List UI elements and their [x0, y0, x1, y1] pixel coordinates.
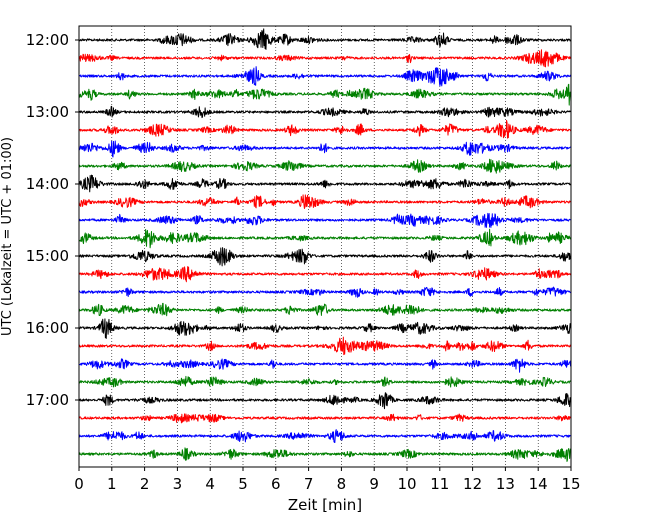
x-tick-label-2: 2 [140, 475, 150, 493]
trace-line-1630 [78, 358, 572, 373]
x-tick-label-7: 7 [304, 475, 314, 493]
y-axis-ticks: 12:00 13:00 14:00 15:00 16:00 17:00 [26, 31, 79, 409]
x-tick-label-3: 3 [173, 475, 183, 493]
trace-line-1515 [78, 266, 572, 283]
trace-line-1430 [78, 212, 572, 228]
trace-line-1745 [78, 447, 572, 462]
x-tick-label-14: 14 [529, 475, 548, 493]
trace-line-1500 [78, 247, 572, 267]
x-tick-label-8: 8 [337, 475, 347, 493]
trace-line-1415 [78, 194, 572, 209]
trace-line-1600 [78, 318, 572, 339]
x-tick-label-10: 10 [397, 475, 416, 493]
trace-line-1200 [78, 28, 572, 50]
y-tick-label-2: 14:00 [26, 175, 69, 193]
x-axis-ticks: 0 1 2 3 4 5 6 7 8 9 10 11 12 13 14 15 [74, 467, 581, 493]
trace-line-1330 [78, 140, 572, 158]
y-axis-label: UTC (Lokalzeit = UTC + 01:00) [0, 137, 15, 336]
trace-line-1230 [78, 66, 572, 87]
trace-line-1400 [78, 174, 572, 193]
trace-line-1245 [78, 83, 572, 106]
trace-line-1315 [78, 119, 572, 139]
x-tick-label-12: 12 [463, 475, 482, 493]
x-tick-label-1: 1 [107, 475, 117, 493]
y-tick-label-3: 15:00 [26, 247, 69, 265]
trace-line-1445 [78, 228, 572, 249]
y-tick-label-0: 12:00 [26, 31, 69, 49]
x-tick-label-11: 11 [430, 475, 449, 493]
trace-line-1700 [78, 392, 572, 410]
y-tick-label-5: 17:00 [26, 391, 69, 409]
trace-line-1615 [78, 336, 572, 356]
x-tick-label-13: 13 [496, 475, 515, 493]
x-tick-label-15: 15 [561, 475, 580, 493]
x-tick-label-5: 5 [238, 475, 248, 493]
x-axis-label: Zeit [min] [288, 496, 362, 514]
trace-line-1645 [78, 375, 572, 388]
trace-group [78, 28, 572, 462]
x-tick-label-0: 0 [74, 475, 84, 493]
x-tick-label-4: 4 [205, 475, 215, 493]
plot-frame [78, 25, 572, 468]
x-tick-label-9: 9 [369, 475, 379, 493]
trace-line-1345 [78, 158, 572, 174]
trace-line-1715 [78, 413, 572, 424]
trace-line-1215 [78, 49, 572, 68]
trace-line-1300 [78, 105, 572, 119]
trace-line-1545 [78, 302, 572, 317]
trace-line-1530 [78, 286, 572, 298]
y-tick-label-1: 13:00 [26, 103, 69, 121]
y-tick-label-4: 16:00 [26, 319, 69, 337]
x-tick-label-6: 6 [271, 475, 281, 493]
trace-line-1730 [78, 429, 572, 443]
